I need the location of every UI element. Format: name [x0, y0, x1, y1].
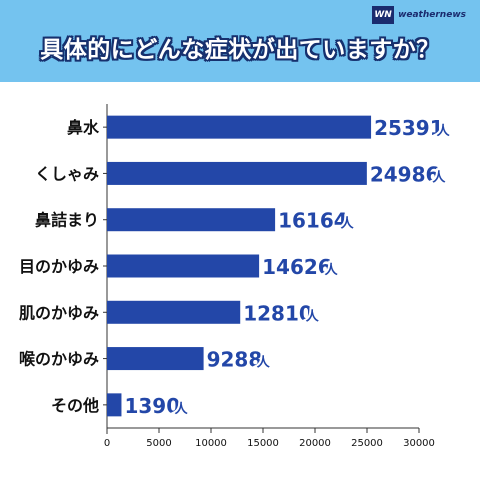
value-unit-label: 人	[437, 123, 451, 139]
value-unit-label: 人	[257, 355, 271, 371]
x-tick-label: 5000	[146, 438, 171, 449]
value-label: 24986	[370, 162, 440, 186]
category-label: その他	[51, 396, 99, 415]
logo-mark: WN	[372, 6, 395, 24]
value-unit-label: 人	[341, 216, 355, 232]
bar-3	[107, 254, 260, 278]
category-label: 鼻水	[67, 118, 100, 137]
category-label: 目のかゆみ	[19, 257, 99, 276]
x-tick-label: 20000	[299, 438, 331, 449]
chart-title: 具体的にどんな症状が出ていますか？	[40, 37, 440, 63]
value-label: 16164	[278, 209, 348, 233]
category-label: 肌のかゆみ	[19, 303, 99, 322]
value-label: 25391	[374, 116, 444, 140]
value-unit-label: 人	[306, 308, 320, 324]
bar-0	[107, 115, 372, 139]
value-label: 9288	[207, 348, 263, 372]
value-label: 14626	[262, 255, 332, 279]
value-label: 12810	[243, 301, 313, 325]
x-tick-label: 10000	[195, 438, 227, 449]
weathernews-logo: WN weathernews	[372, 6, 466, 24]
bar-6	[107, 393, 122, 417]
logo-text: weathernews	[398, 10, 466, 20]
category-label: 喉のかゆみ	[19, 350, 99, 369]
bar-2	[107, 208, 276, 232]
category-label: くしゃみ	[35, 164, 99, 183]
x-tick-label: 30000	[403, 438, 435, 449]
value-unit-label: 人	[432, 169, 446, 185]
value-unit-label: 人	[175, 401, 189, 417]
bar-4	[107, 300, 241, 324]
value-unit-label: 人	[325, 262, 339, 278]
value-label: 1390	[124, 394, 180, 418]
x-tick-label: 15000	[247, 438, 279, 449]
header-banner: WN weathernews 具体的にどんな症状が出ていますか？	[0, 0, 480, 82]
x-tick-label: 0	[104, 438, 110, 449]
x-tick-label: 25000	[351, 438, 383, 449]
category-label: 鼻詰まり	[35, 211, 99, 230]
bar-1	[107, 161, 367, 185]
bar-5	[107, 347, 204, 371]
